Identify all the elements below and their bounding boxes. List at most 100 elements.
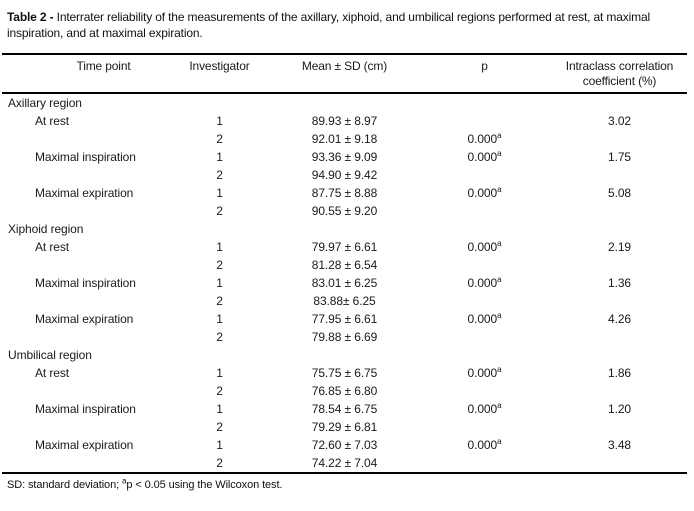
p-value-cell: 0.000a [417, 184, 552, 202]
icc-cell: 4.26 [608, 312, 631, 326]
table-row: Maximal inspiration 1 83.01 ± 6.25 0.000… [2, 274, 687, 292]
table-header: Time point Investigator Mean ± SD (cm) p… [2, 54, 687, 94]
investigator-cell: 1 [216, 402, 223, 416]
header-row: Time point Investigator Mean ± SD (cm) p… [2, 54, 687, 94]
table-caption: Table 2 - Interrater reliability of the … [7, 9, 689, 41]
p-footnote-marker: a [497, 365, 502, 374]
table-row: At rest 1 79.97 ± 6.61 0.000a 2.19 [2, 238, 687, 256]
table-body: Axillary region At rest 1 89.93 ± 8.97 3… [2, 93, 687, 473]
table-row: 2 90.55 ± 9.20 [2, 202, 687, 220]
investigator-cell: 1 [216, 276, 223, 290]
p-footnote-marker: a [497, 131, 502, 140]
table-row: Maximal inspiration 1 78.54 ± 6.75 0.000… [2, 400, 687, 418]
investigator-cell: 2 [216, 456, 223, 470]
mean-sd-cell: 81.28 ± 6.54 [311, 258, 378, 272]
p-footnote-marker: a [497, 275, 502, 284]
time-point-cell [2, 202, 167, 220]
footnote-prefix: SD: standard deviation; [7, 479, 123, 491]
icc-cell: 1.20 [608, 402, 631, 416]
p-footnote-marker: a [497, 311, 502, 320]
paper-table-figure: Table 2 - Interrater reliability of the … [2, 9, 689, 493]
mean-sd-cell: 87.75 ± 8.88 [311, 186, 378, 200]
p-value-cell: 0.000a [417, 238, 552, 256]
investigator-cell: 2 [216, 258, 223, 272]
p-value-cell [417, 454, 552, 473]
investigator-cell: 1 [216, 150, 223, 164]
time-point-cell [2, 328, 167, 346]
time-point-cell [2, 454, 167, 473]
table-caption-text: Interrater reliability of the measuremen… [7, 10, 651, 40]
investigator-cell: 1 [216, 114, 223, 128]
time-point-cell [2, 292, 167, 310]
time-point-cell: Maximal expiration [35, 438, 134, 452]
mean-sd-cell: 74.22 ± 7.04 [311, 456, 378, 470]
mean-sd-cell: 94.90 ± 9.42 [311, 168, 378, 182]
header-icc-line2: coefficient (%) [582, 74, 657, 88]
table-row: 2 79.29 ± 6.81 [2, 418, 687, 436]
icc-cell [552, 202, 687, 220]
time-point-cell [2, 130, 167, 148]
mean-sd-cell: 79.29 ± 6.81 [311, 420, 378, 434]
time-point-cell [2, 166, 167, 184]
mean-sd-cell: 75.75 ± 6.75 [311, 366, 378, 380]
footnote-text: p < 0.05 using the Wilcoxon test. [126, 479, 283, 491]
results-table: Time point Investigator Mean ± SD (cm) p… [2, 53, 687, 474]
p-value: 0.000 [467, 186, 498, 200]
investigator-cell: 1 [216, 366, 223, 380]
table-row: Maximal inspiration 1 93.36 ± 9.09 0.000… [2, 148, 687, 166]
time-point-cell [2, 382, 167, 400]
header-icc: Intraclass correlation coefficient (%) [552, 54, 687, 94]
p-value: 0.000 [467, 402, 498, 416]
table-row: 2 79.88 ± 6.69 [2, 328, 687, 346]
icc-cell [552, 454, 687, 473]
investigator-cell: 2 [216, 420, 223, 434]
p-footnote-marker: a [497, 401, 502, 410]
investigator-cell: 1 [216, 312, 223, 326]
investigator-cell: 1 [216, 438, 223, 452]
icc-cell [552, 130, 687, 148]
table-row: 2 74.22 ± 7.04 [2, 454, 687, 473]
time-point-cell: At rest [35, 366, 69, 380]
group-label: Umbilical region [8, 348, 92, 362]
time-point-cell [2, 418, 167, 436]
mean-sd-cell: 72.60 ± 7.03 [311, 438, 378, 452]
p-value: 0.000 [467, 150, 498, 164]
mean-sd-cell: 79.97 ± 6.61 [311, 240, 378, 254]
icc-cell: 5.08 [608, 186, 631, 200]
investigator-cell: 1 [216, 240, 223, 254]
mean-sd-cell: 93.36 ± 9.09 [311, 150, 378, 164]
mean-sd-cell: 79.88 ± 6.69 [311, 330, 378, 344]
group-row-umbilical: Umbilical region [2, 346, 687, 364]
mean-sd-cell: 83.01 ± 6.25 [311, 276, 378, 290]
mean-sd-cell: 78.54 ± 6.75 [311, 402, 378, 416]
header-mean-sd: Mean ± SD (cm) [272, 54, 417, 94]
icc-cell [552, 166, 687, 184]
table-row: At rest 1 75.75 ± 6.75 0.000a 1.86 [2, 364, 687, 382]
time-point-cell: At rest [35, 114, 69, 128]
p-value-cell: 0.000a [417, 130, 552, 148]
p-footnote-marker: a [497, 239, 502, 248]
time-point-cell: Maximal inspiration [35, 276, 136, 290]
icc-cell: 3.48 [608, 438, 631, 452]
time-point-cell [2, 256, 167, 274]
p-value: 0.000 [467, 438, 498, 452]
table-row: 2 76.85 ± 6.80 [2, 382, 687, 400]
icc-cell [552, 382, 687, 400]
table-footnote: SD: standard deviation; ap < 0.05 using … [7, 477, 687, 493]
p-value-cell [417, 256, 552, 274]
p-value-cell [417, 112, 552, 130]
table-row: Maximal expiration 1 72.60 ± 7.03 0.000a… [2, 436, 687, 454]
p-value-cell [417, 382, 552, 400]
time-point-cell: Maximal expiration [35, 186, 134, 200]
header-icc-line1: Intraclass correlation [565, 59, 674, 73]
p-value-cell: 0.000a [417, 274, 552, 292]
p-value-cell: 0.000a [417, 148, 552, 166]
header-time-point: Time point [2, 54, 167, 94]
group-label: Xiphoid region [8, 222, 84, 236]
investigator-cell: 2 [216, 330, 223, 344]
icc-cell: 1.86 [608, 366, 631, 380]
group-row-axillary: Axillary region [2, 93, 687, 112]
p-value-cell [417, 418, 552, 436]
mean-sd-cell: 83.88± 6.25 [313, 294, 376, 308]
p-value: 0.000 [467, 312, 498, 326]
